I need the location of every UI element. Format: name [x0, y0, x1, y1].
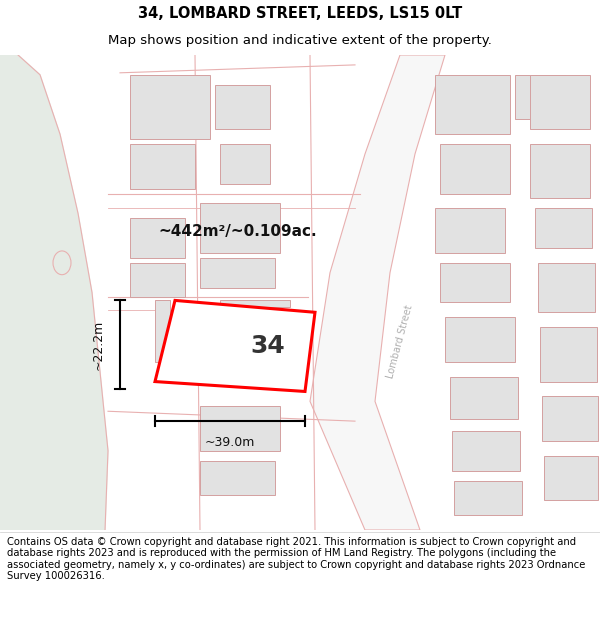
Polygon shape: [540, 327, 597, 381]
Polygon shape: [450, 377, 518, 419]
Polygon shape: [445, 318, 515, 362]
Polygon shape: [452, 431, 520, 471]
Polygon shape: [130, 144, 195, 189]
Text: 34, LOMBARD STREET, LEEDS, LS15 0LT: 34, LOMBARD STREET, LEEDS, LS15 0LT: [138, 6, 462, 21]
Text: ~39.0m: ~39.0m: [205, 436, 255, 449]
Text: Contains OS data © Crown copyright and database right 2021. This information is : Contains OS data © Crown copyright and d…: [7, 537, 586, 581]
Text: 34: 34: [250, 334, 285, 358]
Polygon shape: [530, 75, 590, 129]
Polygon shape: [200, 204, 280, 253]
Polygon shape: [542, 396, 598, 441]
Polygon shape: [440, 262, 510, 302]
Polygon shape: [544, 456, 598, 500]
Polygon shape: [530, 144, 590, 199]
Polygon shape: [155, 301, 170, 362]
Polygon shape: [200, 406, 280, 451]
Text: ~22.2m: ~22.2m: [91, 320, 104, 370]
Polygon shape: [130, 262, 185, 298]
Polygon shape: [538, 262, 595, 312]
Polygon shape: [130, 75, 210, 139]
Polygon shape: [220, 144, 270, 184]
Polygon shape: [220, 301, 290, 308]
Polygon shape: [0, 55, 108, 530]
Polygon shape: [155, 301, 315, 391]
Polygon shape: [515, 75, 565, 119]
Polygon shape: [215, 84, 270, 129]
Polygon shape: [200, 258, 275, 288]
Polygon shape: [435, 208, 505, 253]
Text: Lombard Street: Lombard Street: [385, 304, 415, 380]
Polygon shape: [435, 75, 510, 134]
Polygon shape: [440, 144, 510, 194]
Polygon shape: [535, 208, 592, 248]
Polygon shape: [130, 218, 185, 258]
Polygon shape: [454, 481, 522, 515]
Polygon shape: [200, 461, 275, 496]
Text: ~442m²/~0.109ac.: ~442m²/~0.109ac.: [158, 224, 317, 239]
Polygon shape: [310, 55, 445, 530]
Text: Map shows position and indicative extent of the property.: Map shows position and indicative extent…: [108, 34, 492, 47]
